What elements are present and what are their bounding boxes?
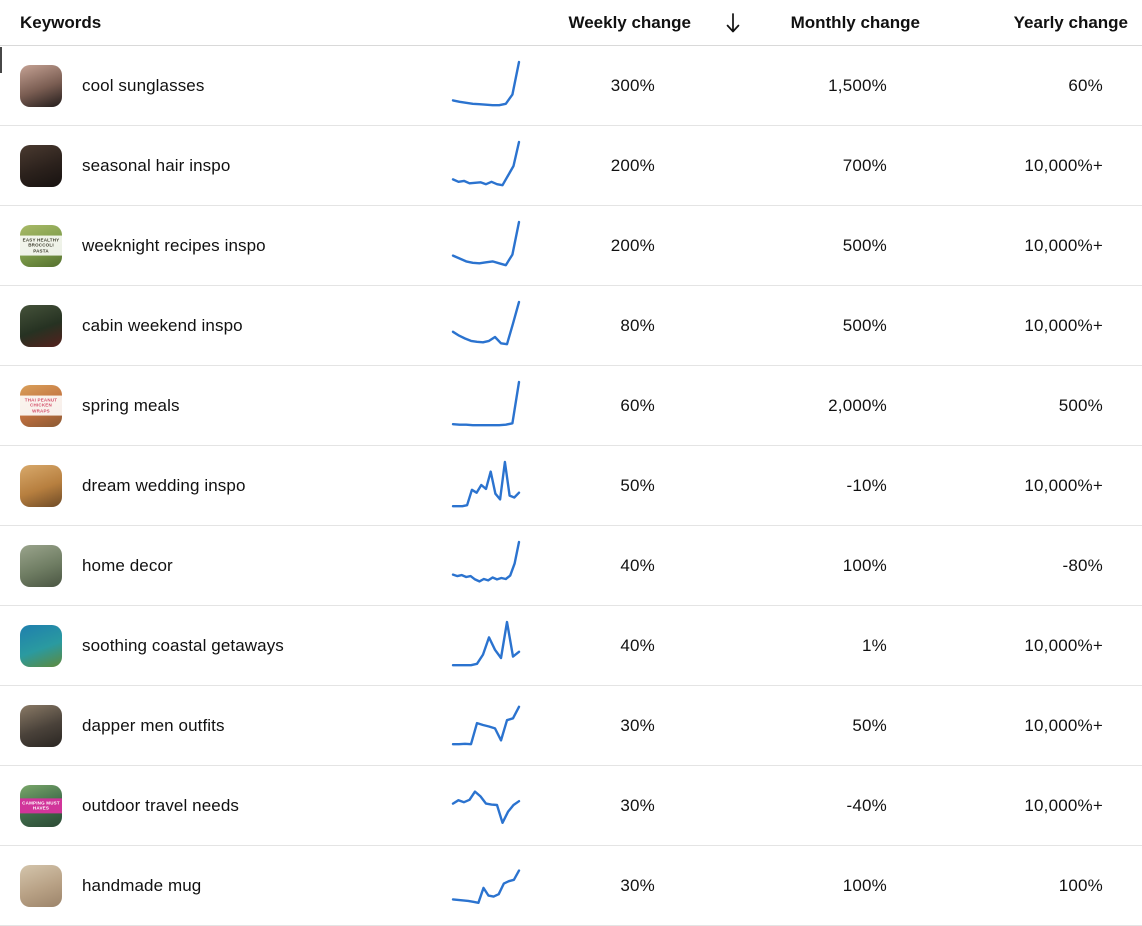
column-header-keywords: Keywords [20, 12, 102, 32]
yearly-change-value: 10,000%+ [1024, 635, 1103, 655]
keyword-label: weeknight recipes inspo [82, 235, 266, 255]
keyword-label: cabin weekend inspo [82, 315, 243, 335]
trend-sparkline [450, 859, 540, 913]
keyword-label: handmade mug [82, 875, 202, 895]
monthly-change-value: -40% [846, 795, 887, 815]
table-row[interactable]: CAMPING MUST HAVES outdoor travel needs … [0, 766, 1142, 846]
weekly-change-value: 40% [620, 635, 655, 655]
table-row[interactable]: handmade mug 30% 100% 100% [0, 846, 1142, 926]
trend-sparkline [450, 779, 540, 833]
keyword-thumbnail: CAMPING MUST HAVES [20, 784, 62, 827]
yearly-change-value: 500% [1058, 395, 1103, 415]
weekly-change-value: 50% [620, 475, 655, 495]
table-row[interactable]: cabin weekend inspo 80% 500% 10,000%+ [0, 286, 1142, 366]
table-row[interactable]: soothing coastal getaways 40% 1% 10,000%… [0, 606, 1142, 686]
keyword-thumbnail [20, 304, 62, 347]
trend-sparkline [450, 219, 540, 273]
weekly-change-value: 30% [620, 795, 655, 815]
trend-sparkline [450, 299, 540, 353]
keyword-thumbnail: THAI PEANUT CHICKEN WRAPS [20, 384, 62, 427]
weekly-change-value: 300% [610, 75, 655, 95]
thumbnail-overlay-text: EASY HEALTHY BROCCOLI PASTA [20, 235, 62, 256]
table-row[interactable]: THAI PEANUT CHICKEN WRAPS spring meals 6… [0, 366, 1142, 446]
keyword-thumbnail [20, 624, 62, 667]
table-row[interactable]: home decor 40% 100% -80% [0, 526, 1142, 606]
weekly-change-value: 30% [620, 875, 655, 895]
yearly-change-value: 60% [1068, 75, 1103, 95]
keyword-label: soothing coastal getaways [82, 635, 284, 655]
yearly-change-value: 10,000%+ [1024, 235, 1103, 255]
monthly-change-value: 2,000% [828, 395, 887, 415]
trend-sparkline [450, 139, 540, 193]
monthly-change-value: 100% [842, 555, 887, 575]
keyword-label: seasonal hair inspo [82, 155, 231, 175]
monthly-change-value: 1% [862, 635, 887, 655]
monthly-change-value: 500% [842, 315, 887, 335]
keyword-thumbnail [20, 64, 62, 107]
monthly-change-value: -10% [846, 475, 887, 495]
trend-sparkline [450, 379, 540, 433]
column-header-monthly-change[interactable]: Monthly change [790, 12, 920, 32]
table-row[interactable]: EASY HEALTHY BROCCOLI PASTA weeknight re… [0, 206, 1142, 286]
sort-descending-icon[interactable] [725, 12, 741, 34]
trend-sparkline [450, 619, 540, 673]
keyword-label: outdoor travel needs [82, 795, 239, 815]
monthly-change-value: 50% [852, 715, 887, 735]
weekly-change-value: 80% [620, 315, 655, 335]
table-body: cool sunglasses 300% 1,500% 60% seasonal… [0, 46, 1142, 926]
monthly-change-value: 500% [842, 235, 887, 255]
keyword-thumbnail [20, 864, 62, 907]
keyword-label: spring meals [82, 395, 180, 415]
column-header-yearly-change[interactable]: Yearly change [1013, 12, 1128, 32]
weekly-change-value: 30% [620, 715, 655, 735]
weekly-change-value: 40% [620, 555, 655, 575]
table-row[interactable]: seasonal hair inspo 200% 700% 10,000%+ [0, 126, 1142, 206]
thumbnail-overlay-text: CAMPING MUST HAVES [20, 797, 62, 814]
yearly-change-value: 10,000%+ [1024, 795, 1103, 815]
keyword-thumbnail: EASY HEALTHY BROCCOLI PASTA [20, 224, 62, 267]
trend-sparkline [450, 59, 540, 113]
trend-sparkline [450, 459, 540, 513]
table-row[interactable]: dream wedding inspo 50% -10% 10,000%+ [0, 446, 1142, 526]
monthly-change-value: 1,500% [828, 75, 887, 95]
keyword-thumbnail [20, 544, 62, 587]
weekly-change-value: 200% [610, 235, 655, 255]
keyword-label: cool sunglasses [82, 75, 205, 95]
keyword-thumbnail [20, 144, 62, 187]
table-header: Keywords Weekly change Monthly change Ye… [0, 0, 1142, 46]
yearly-change-value: 10,000%+ [1024, 155, 1103, 175]
thumbnail-overlay-text: THAI PEANUT CHICKEN WRAPS [20, 395, 62, 416]
yearly-change-value: 10,000%+ [1024, 715, 1103, 735]
table-row[interactable]: cool sunglasses 300% 1,500% 60% [0, 46, 1142, 126]
keyword-label: home decor [82, 555, 173, 575]
keyword-thumbnail [20, 704, 62, 747]
table-row[interactable]: dapper men outfits 30% 50% 10,000%+ [0, 686, 1142, 766]
keyword-label: dapper men outfits [82, 715, 225, 735]
weekly-change-value: 60% [620, 395, 655, 415]
yearly-change-value: 10,000%+ [1024, 475, 1103, 495]
yearly-change-value: 100% [1058, 875, 1103, 895]
keyword-thumbnail [20, 464, 62, 507]
left-edge-fragment [0, 47, 2, 73]
trend-sparkline [450, 539, 540, 593]
yearly-change-value: -80% [1062, 555, 1103, 575]
yearly-change-value: 10,000%+ [1024, 315, 1103, 335]
weekly-change-value: 200% [610, 155, 655, 175]
monthly-change-value: 700% [842, 155, 887, 175]
monthly-change-value: 100% [842, 875, 887, 895]
column-header-weekly-change[interactable]: Weekly change [568, 12, 691, 32]
trend-sparkline [450, 699, 540, 753]
keyword-label: dream wedding inspo [82, 475, 246, 495]
